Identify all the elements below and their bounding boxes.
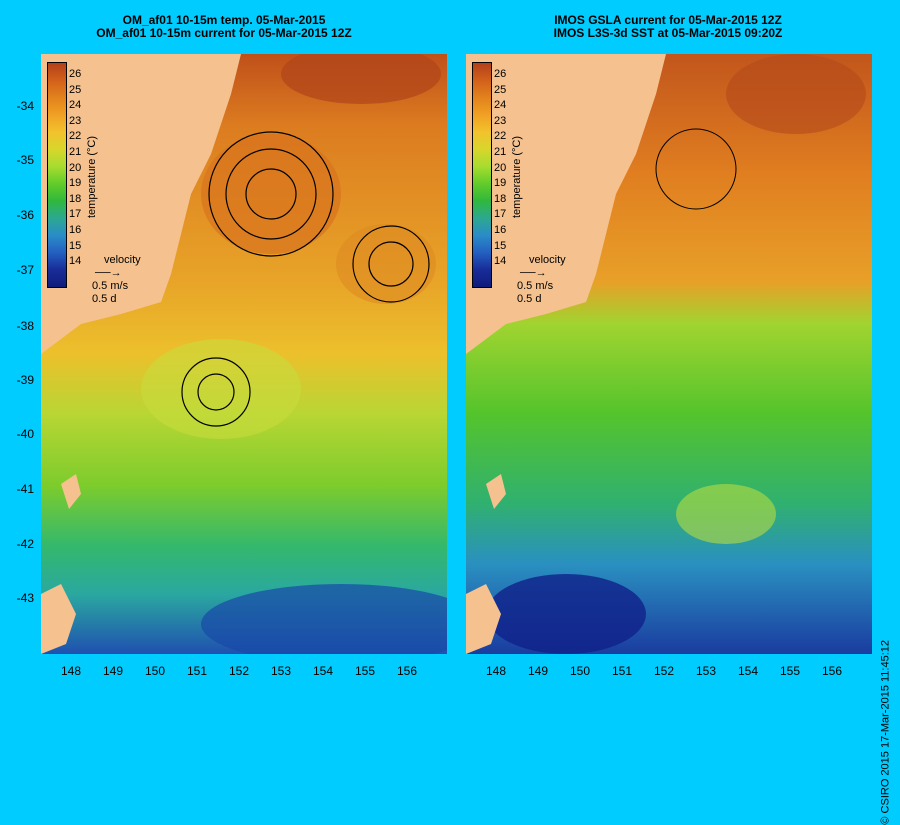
right-colorbar-tick: 25 — [494, 83, 507, 96]
right-colorbar-tick: 24 — [494, 99, 507, 112]
right-colorbar-tick: 23 — [494, 114, 507, 127]
left-x-tick-label: 155 — [354, 664, 376, 678]
left-x-tick-label: 153 — [270, 664, 292, 678]
left-x-tick-label: 151 — [186, 664, 208, 678]
left-current-vectors — [181, 131, 430, 427]
left-colorbar-title: temperature (°C) — [86, 135, 98, 218]
y-tick-label: -36 — [16, 208, 34, 222]
left-colorbar-tick: 20 — [69, 161, 82, 174]
right-colorbar-tick: 22 — [494, 130, 507, 143]
y-tick-label: -38 — [16, 319, 34, 333]
right-colorbar-tick: 21 — [494, 146, 507, 158]
y-tick-label: -40 — [16, 427, 34, 441]
right-panel-title: IMOS GSLA current for 05-Mar-2015 12Z IM… — [458, 14, 878, 40]
y-tick-label: -39 — [16, 373, 34, 387]
right-current-vectors — [655, 128, 737, 210]
left-colorbar-tick: 19 — [69, 177, 82, 190]
y-tick-label: -35 — [16, 153, 34, 167]
y-tick-label: -37 — [16, 263, 34, 277]
left-title-line1: OM_af01 10-15m temp. 05-Mar-2015 — [122, 13, 326, 27]
left-colorbar-tick: 14 — [69, 255, 82, 268]
left-colorbar-tick: 16 — [69, 224, 82, 236]
right-colorbar-title: temperature (°C) — [511, 135, 523, 218]
left-colorbar-tick: 24 — [69, 99, 82, 112]
left-colorbar-tick: 25 — [69, 83, 82, 96]
right-velocity-key: velocity ──→ 0.5 m/s 0.5 d — [517, 254, 566, 306]
right-x-tick-label: 151 — [611, 664, 633, 678]
left-x-tick-label: 150 — [144, 664, 166, 678]
left-colorbar-tick: 23 — [69, 114, 82, 127]
right-title-line2: IMOS L3S-3d SST at 05-Mar-2015 09:20Z — [553, 26, 783, 40]
left-colorbar-tick: 18 — [69, 192, 82, 205]
right-x-tick-label: 154 — [737, 664, 759, 678]
left-title-line2: OM_af01 10-15m current for 05-Mar-2015 1… — [96, 26, 352, 40]
y-tick-label: -41 — [16, 482, 34, 496]
left-velocity-key: velocity ──→ 0.5 m/s 0.5 d — [92, 254, 141, 306]
left-x-tick-label: 149 — [102, 664, 124, 678]
left-colorbar — [47, 62, 67, 288]
right-x-tick-label: 148 — [485, 664, 507, 678]
left-panel-title: OM_af01 10-15m temp. 05-Mar-2015 OM_af01… — [14, 14, 434, 40]
left-colorbar-tick: 15 — [69, 239, 82, 252]
right-colorbar-tick: 14 — [494, 255, 507, 268]
left-colorbar-tick: 21 — [69, 146, 82, 158]
right-colorbar-tick: 26 — [494, 68, 507, 80]
velocity-speed: 0.5 m/s — [92, 280, 129, 292]
right-x-tick-label: 155 — [779, 664, 801, 678]
right-x-tick-label: 153 — [695, 664, 717, 678]
right-colorbar-tick: 16 — [494, 224, 507, 236]
right-colorbar-tick: 17 — [494, 208, 507, 221]
y-tick-label: -34 — [16, 99, 34, 113]
left-colorbar-tick: 17 — [69, 208, 82, 221]
velocity-arrow: ──→ — [95, 267, 122, 279]
right-colorbar-tick: 20 — [494, 161, 507, 174]
velocity-days: 0.5 d — [517, 293, 542, 305]
left-x-tick-label: 152 — [228, 664, 250, 678]
right-map-svg — [466, 54, 872, 654]
left-map-panel — [41, 54, 447, 654]
y-tick-label: -42 — [16, 537, 34, 551]
right-colorbar-tick: 19 — [494, 177, 507, 190]
right-colorbar-tick: 15 — [494, 239, 507, 252]
left-x-tick-label: 156 — [396, 664, 418, 678]
right-map-panel — [466, 54, 872, 654]
left-x-tick-label: 148 — [60, 664, 82, 678]
right-x-tick-label: 149 — [527, 664, 549, 678]
ocean — [466, 54, 872, 654]
right-x-tick-label: 150 — [569, 664, 591, 678]
left-colorbar-tick: 26 — [69, 68, 82, 80]
credit-text: © CSIRO 2015 17-Mar-2015 11:45:12 — [880, 640, 892, 825]
velocity-days: 0.5 d — [92, 293, 117, 305]
velocity-label: velocity — [104, 254, 141, 266]
right-colorbar-tick: 18 — [494, 192, 507, 205]
right-colorbar — [472, 62, 492, 288]
y-tick-label: -43 — [16, 591, 34, 605]
velocity-label: velocity — [529, 254, 566, 266]
left-x-tick-label: 154 — [312, 664, 334, 678]
left-colorbar-tick: 22 — [69, 130, 82, 143]
left-map-svg — [41, 54, 447, 654]
right-x-tick-label: 152 — [653, 664, 675, 678]
velocity-speed: 0.5 m/s — [517, 280, 554, 292]
right-x-tick-label: 156 — [821, 664, 843, 678]
velocity-arrow: ──→ — [520, 267, 547, 279]
right-title-line1: IMOS GSLA current for 05-Mar-2015 12Z — [554, 13, 782, 27]
